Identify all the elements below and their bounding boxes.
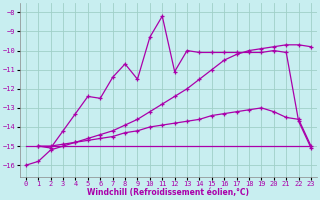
X-axis label: Windchill (Refroidissement éolien,°C): Windchill (Refroidissement éolien,°C) — [87, 188, 250, 197]
